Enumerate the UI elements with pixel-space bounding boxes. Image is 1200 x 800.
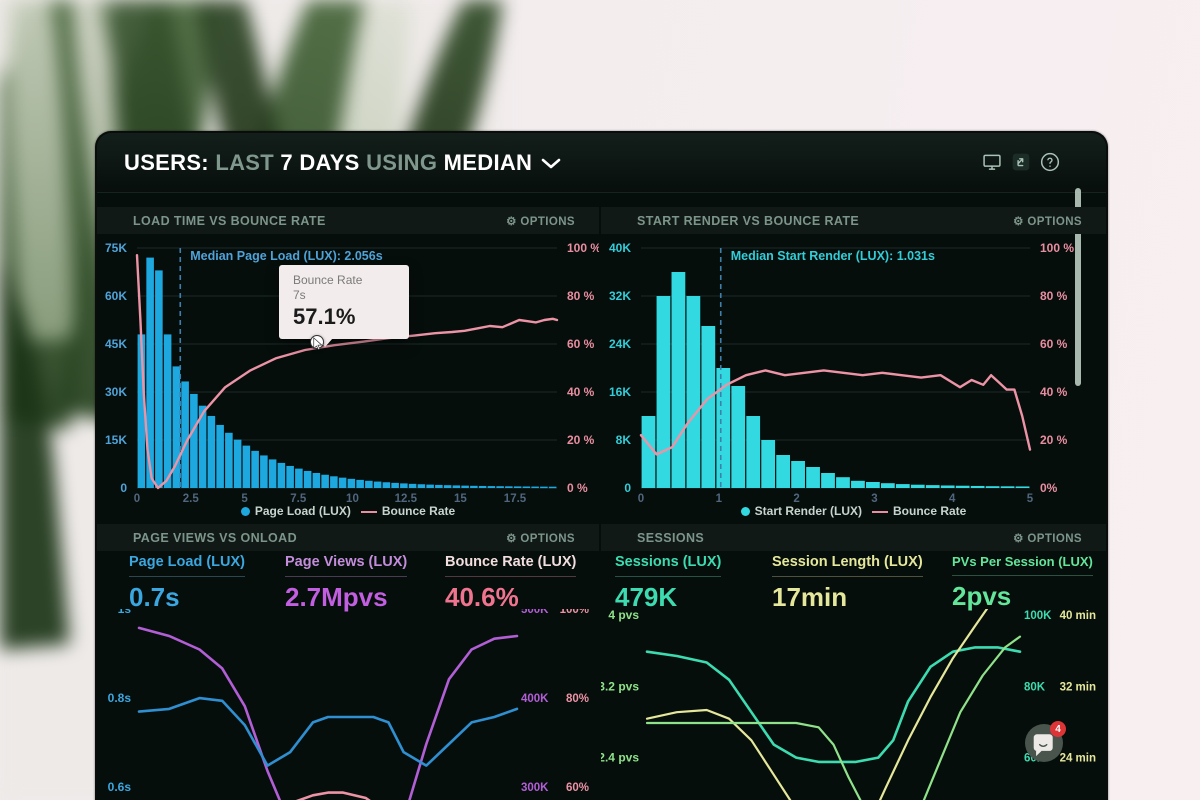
svg-text:60%: 60% [566, 782, 589, 794]
svg-text:300K: 300K [521, 782, 549, 794]
svg-text:400K: 400K [521, 693, 549, 705]
svg-text:0: 0 [120, 481, 127, 495]
svg-text:100 %: 100 % [567, 241, 599, 255]
svg-text:75K: 75K [105, 241, 127, 255]
svg-text:24 min: 24 min [1060, 753, 1096, 765]
svg-text:2.4 pvs: 2.4 pvs [601, 751, 639, 765]
svg-text:100K: 100K [1024, 610, 1052, 622]
svg-text:Median Start Render (LUX): 1.0: Median Start Render (LUX): 1.031s [731, 249, 935, 263]
svg-text:60 %: 60 % [567, 337, 595, 351]
svg-text:100%: 100% [560, 609, 589, 616]
svg-text:80 %: 80 % [1040, 289, 1068, 303]
svg-text:16K: 16K [609, 385, 631, 399]
svg-text:40 %: 40 % [1040, 385, 1068, 399]
svg-text:0.6s: 0.6s [108, 780, 132, 794]
svg-text:32 min: 32 min [1060, 681, 1096, 693]
svg-text:Median Page Load (LUX): 2.056s: Median Page Load (LUX): 2.056s [190, 249, 382, 263]
svg-text:100 %: 100 % [1040, 241, 1074, 255]
svg-text:20 %: 20 % [567, 433, 595, 447]
svg-text:80 %: 80 % [567, 289, 595, 303]
svg-text:40K: 40K [609, 241, 631, 255]
svg-text:30K: 30K [105, 385, 127, 399]
svg-text:4 pvs: 4 pvs [608, 609, 639, 622]
svg-text:60K: 60K [105, 289, 127, 303]
svg-text:3.2 pvs: 3.2 pvs [601, 679, 639, 693]
svg-text:80K: 80K [1024, 681, 1046, 693]
svg-text:0.8s: 0.8s [108, 691, 132, 705]
svg-text:40 %: 40 % [567, 385, 595, 399]
svg-text:40 min: 40 min [1060, 610, 1096, 622]
svg-text:20 %: 20 % [1040, 433, 1068, 447]
svg-text:0%: 0% [1040, 481, 1058, 495]
svg-text:500K: 500K [521, 609, 549, 616]
svg-text:60 %: 60 % [1040, 337, 1068, 351]
svg-text:1s: 1s [118, 609, 132, 616]
svg-text:24K: 24K [609, 337, 631, 351]
svg-text:0 %: 0 % [567, 481, 588, 495]
svg-text:80%: 80% [566, 693, 589, 705]
svg-text:0: 0 [624, 481, 631, 495]
svg-text:32K: 32K [609, 289, 631, 303]
svg-text:45K: 45K [105, 337, 127, 351]
svg-text:15K: 15K [105, 433, 127, 447]
svg-text:8K: 8K [616, 433, 632, 447]
